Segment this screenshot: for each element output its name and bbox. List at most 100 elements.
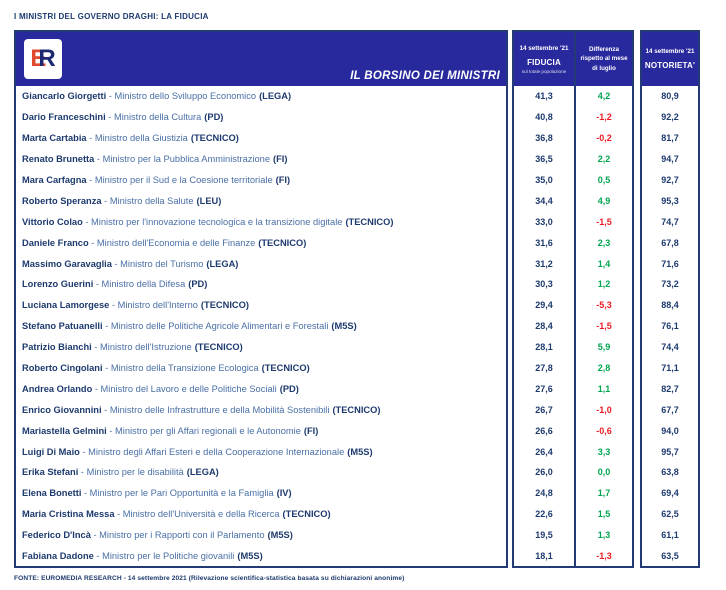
minister-name: Patrizio Bianchi	[22, 342, 92, 353]
fiducia-label: FIDUCIA	[527, 57, 561, 67]
fiducia-value: 36,5	[535, 154, 553, 165]
differenza-value: 2,2	[597, 154, 611, 165]
minister-role: - Ministro della Cultura	[105, 112, 202, 123]
minister-role: - Ministro per la Pubblica Amministrazio…	[94, 154, 271, 165]
logo-letter-e: E	[30, 45, 47, 72]
notorieta-value: 92,2	[661, 112, 679, 123]
differenza-value: 4,2	[597, 91, 611, 102]
minister-party: (TECNICO)	[258, 237, 307, 248]
notorieta-value: 62,5	[661, 509, 679, 520]
differenza-value: 1,7	[597, 488, 611, 499]
notorieta-value: 63,5	[661, 551, 679, 562]
names-rows: Giancarlo Giorgetti - Ministro dello Svi…	[16, 86, 506, 566]
minister-row: Stefano Patuanelli - Ministro delle Poli…	[16, 316, 506, 337]
differenza-value: 2,8	[597, 363, 611, 374]
fiducia-value: 28,4	[535, 321, 553, 332]
minister-party: (LEU)	[196, 195, 222, 206]
minister-row: Luciana Lamorgese - Ministro dell'Intern…	[16, 295, 506, 316]
fiducia-value: 36,8	[535, 133, 553, 144]
fiducia-subcolumn: 14 settembre '21 FIDUCIA sul totale popo…	[514, 32, 576, 567]
notorieta-value: 74,7	[661, 216, 679, 227]
minister-row: Maria Cristina Messa - Ministro dell'Uni…	[16, 504, 506, 525]
minister-party: (FI)	[275, 175, 291, 185]
minister-row: Vittorio Colao - Ministro per l'innovazi…	[16, 211, 506, 232]
minister-row: Federico D'Incà - Ministro per i Rapport…	[16, 525, 506, 546]
differenza-value: 4,9	[597, 195, 611, 206]
notorieta-value: 82,7	[661, 383, 679, 394]
notorieta-value: 94,7	[661, 154, 679, 165]
logo-letter-r: R	[38, 45, 56, 72]
euromedia-logo: E R	[24, 39, 62, 79]
minister-role: - Ministro dell'Università e della Ricer…	[114, 509, 280, 520]
differenza-value: 0,5	[597, 175, 611, 185]
minister-row: Luigi Di Maio - Ministro degli Affari Es…	[16, 441, 506, 462]
minister-row: Giancarlo Giorgetti - Ministro dello Svi…	[16, 86, 506, 107]
minister-name: Lorenzo Guerini	[22, 279, 94, 290]
minister-role: - Ministro dell'Istruzione	[91, 342, 192, 353]
minister-name: Luciana Lamorgese	[22, 300, 110, 311]
notorieta-value: 92,7	[661, 175, 679, 185]
minister-name: Roberto Cingolani	[22, 363, 103, 374]
fiducia-value: 29,4	[535, 300, 553, 311]
minister-role: - Ministro delle Infrastrutture e della …	[101, 404, 330, 415]
minister-name: Luigi Di Maio	[22, 446, 80, 457]
minister-role: - Ministro per le disabilità	[78, 467, 184, 478]
differenza-value: 5,9	[597, 342, 611, 353]
differenza-line2: rispetto al mese	[580, 55, 628, 63]
minister-name: Mariastella Gelmini	[22, 425, 107, 436]
fiducia-value: 26,7	[535, 404, 553, 415]
notorieta-value: 63,8	[661, 467, 679, 478]
notorieta-value: 74,4	[661, 342, 679, 353]
fiducia-sublabel: sul totale popolazione	[521, 68, 567, 74]
differenza-value: -0,6	[596, 425, 612, 436]
fiducia-value: 33,0	[535, 216, 553, 227]
minister-party: (LEGA)	[206, 258, 239, 269]
minister-name: Erika Stefani	[22, 467, 79, 478]
minister-row: Roberto Cingolani - Ministro della Trans…	[16, 358, 506, 379]
differenza-header: Differenza rispetto al mese di luglio	[576, 32, 632, 86]
minister-row: Mara Carfagna - Ministro per il Sud e la…	[16, 170, 506, 191]
minister-party: (LEGA)	[186, 467, 219, 478]
fiducia-value: 24,8	[535, 488, 553, 499]
minister-role: - Ministro per il Sud e la Coesione terr…	[86, 175, 273, 185]
notorieta-value: 94,0	[661, 425, 679, 436]
minister-row: Daniele Franco - Ministro dell'Economia …	[16, 232, 506, 253]
differenza-value: -1,0	[596, 404, 612, 415]
fiducia-differenza-column: 14 settembre '21 FIDUCIA sul totale popo…	[512, 30, 634, 569]
minister-name: Roberto Speranza	[22, 195, 102, 206]
fiducia-value: 28,1	[535, 342, 553, 353]
minister-party: (M5S)	[267, 530, 293, 541]
fiducia-value: 31,6	[535, 237, 553, 248]
differenza-value: -5,3	[596, 300, 612, 311]
minister-party: (M5S)	[237, 551, 263, 562]
notorieta-header: 14 settembre '21 NOTORIETA'	[642, 32, 698, 86]
minister-name: Maria Cristina Messa	[22, 509, 115, 520]
notorieta-value: 76,1	[661, 321, 679, 332]
minister-role: - Ministro della Difesa	[93, 279, 186, 290]
notorieta-label: NOTORIETA'	[644, 61, 696, 70]
fiducia-date: 14 settembre '21	[519, 44, 569, 52]
differenza-value: 1,4	[597, 258, 611, 269]
minister-role: - Ministro dell'Economia e delle Finanze	[88, 237, 256, 248]
minister-role: - Ministro degli Affari Esteri e della C…	[79, 446, 345, 457]
ministers-column: E R IL BORSINO DEI MINISTRI Giancarlo Gi…	[14, 30, 508, 569]
minister-row: Andrea Orlando - Ministro del Lavoro e d…	[16, 378, 506, 399]
minister-name: Daniele Franco	[22, 237, 89, 248]
table-header-banner: E R IL BORSINO DEI MINISTRI	[16, 32, 506, 86]
minister-row: Marta Cartabia - Ministro della Giustizi…	[16, 128, 506, 149]
fiducia-rows: 41,3 40,8 36,8 36,5 35,0 34,4 33,0 31,6 31,2 30,3…	[514, 86, 574, 566]
minister-row: Elena Bonetti - Ministro per le Pari Opp…	[16, 483, 506, 504]
fiducia-value: 35,0	[535, 175, 553, 185]
banner-title: IL BORSINO DEI MINISTRI	[350, 70, 500, 82]
differenza-subcolumn: Differenza rispetto al mese di luglio 4,…	[576, 32, 632, 566]
differenza-value: 1,2	[597, 279, 611, 290]
fiducia-header: 14 settembre '21 FIDUCIA sul totale popo…	[514, 32, 574, 86]
minister-name: Renato Brunetta	[22, 154, 95, 165]
notorieta-value: 88,4	[661, 300, 679, 311]
minister-party: (TECNICO)	[261, 363, 310, 374]
differenza-value: 1,1	[597, 383, 611, 394]
notorieta-value: 69,4	[661, 488, 679, 499]
minister-role: - Ministro per gli Affari regionali e le…	[106, 425, 301, 436]
fiducia-value: 40,8	[535, 112, 553, 123]
minister-party: (TECNICO)	[200, 300, 249, 311]
